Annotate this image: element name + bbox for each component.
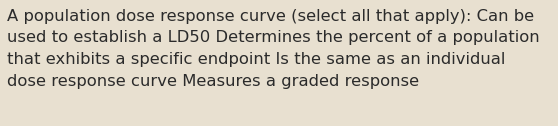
- Text: A population dose response curve (select all that apply): Can be
used to establi: A population dose response curve (select…: [7, 9, 540, 89]
